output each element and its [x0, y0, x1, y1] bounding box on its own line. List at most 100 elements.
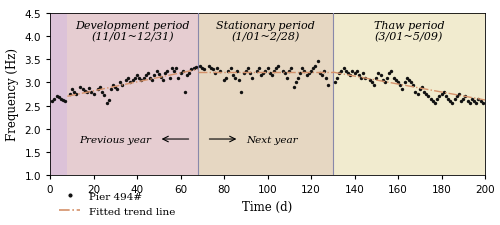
Point — [433, 97, 441, 101]
Point — [412, 90, 420, 94]
Point — [338, 70, 345, 73]
Y-axis label: Frequency (Hz): Frequency (Hz) — [6, 48, 19, 141]
Point — [207, 67, 215, 71]
Point — [355, 74, 363, 78]
Point — [278, 70, 286, 73]
Legend: Pier 494#, Fitted trend line: Pier 494#, Fitted trend line — [55, 188, 179, 220]
Point — [146, 76, 154, 80]
Point — [262, 70, 270, 73]
Point — [94, 88, 102, 92]
Point — [344, 72, 352, 75]
Point — [178, 70, 186, 73]
Point — [188, 68, 196, 72]
Text: Stationary period
(1/01~2/28): Stationary period (1/01~2/28) — [216, 20, 315, 42]
Point — [455, 93, 463, 96]
Point — [248, 76, 256, 80]
Point — [162, 72, 170, 75]
Point — [457, 100, 465, 103]
Point — [166, 76, 173, 80]
Point — [350, 72, 358, 75]
Point — [452, 95, 460, 99]
Point — [59, 99, 67, 102]
Point — [446, 100, 454, 103]
Point — [268, 74, 276, 78]
Point — [290, 86, 298, 89]
Point — [76, 86, 84, 89]
Point — [228, 74, 236, 78]
Point — [409, 83, 417, 87]
Point — [442, 95, 450, 99]
Point — [66, 93, 74, 96]
Point — [460, 97, 468, 101]
Point — [424, 95, 432, 99]
Point — [272, 67, 280, 71]
Point — [126, 81, 134, 85]
Point — [222, 76, 230, 80]
Point — [118, 83, 126, 87]
Bar — [68, 14, 198, 176]
Point — [246, 72, 254, 75]
Point — [381, 81, 389, 85]
Point — [216, 70, 224, 73]
Point — [50, 97, 58, 101]
Point — [416, 88, 424, 92]
Point — [366, 79, 374, 82]
Point — [292, 81, 300, 85]
Point — [346, 74, 354, 78]
Point — [359, 72, 367, 75]
Point — [468, 97, 476, 101]
Point — [314, 60, 322, 64]
Point — [386, 72, 394, 75]
Point — [226, 67, 234, 71]
Bar — [50, 14, 68, 176]
Point — [109, 83, 117, 87]
Point — [54, 96, 62, 99]
Point — [183, 74, 191, 78]
Point — [238, 90, 246, 94]
Point — [309, 67, 317, 71]
Point — [200, 68, 208, 72]
Point — [102, 102, 110, 106]
Point — [300, 70, 308, 73]
Point — [312, 65, 320, 69]
Point — [212, 72, 220, 75]
Point — [450, 97, 458, 101]
Point — [157, 76, 165, 79]
Point — [283, 76, 291, 80]
Point — [368, 81, 376, 85]
Point — [168, 67, 176, 71]
Point — [342, 70, 350, 73]
Point — [181, 90, 189, 94]
Point — [462, 95, 469, 99]
Point — [144, 72, 152, 75]
Text: Development period
(11/01~12/31): Development period (11/01~12/31) — [76, 20, 190, 42]
Point — [98, 90, 106, 94]
Point — [52, 95, 60, 99]
Point — [159, 79, 167, 82]
Point — [83, 90, 91, 94]
Point — [68, 88, 76, 92]
Point — [374, 72, 382, 75]
Point — [133, 74, 141, 78]
Point — [352, 70, 360, 73]
Point — [466, 102, 474, 106]
Point — [270, 70, 278, 73]
Point — [285, 70, 293, 73]
Point — [88, 90, 96, 94]
Point — [104, 99, 112, 102]
Point — [357, 76, 365, 80]
Point — [305, 72, 313, 75]
Point — [307, 70, 315, 73]
Point — [90, 93, 98, 96]
Point — [220, 79, 228, 82]
Point — [72, 93, 80, 96]
Point — [224, 70, 232, 73]
Point — [257, 74, 265, 78]
Point — [333, 76, 341, 80]
Point — [214, 67, 222, 71]
Point — [78, 88, 86, 92]
Point — [294, 76, 302, 80]
Point — [174, 76, 182, 80]
Point — [383, 76, 391, 80]
Point — [124, 76, 132, 80]
